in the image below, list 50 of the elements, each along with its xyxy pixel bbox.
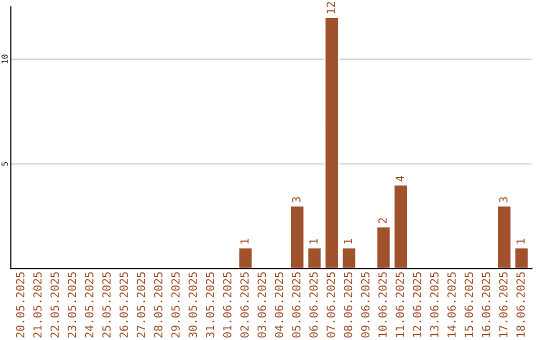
x-tick-label: 17.06.2025 [499,272,508,337]
x-tick-label: 03.06.2025 [258,272,266,338]
x-tick-label: 31.05.2025 [206,272,214,338]
bar [514,246,530,269]
x-tick-label: 28.05.2025 [154,272,162,338]
data-label: 1 [309,238,318,244]
bar [496,205,512,269]
x-tick-label: 30.05.2025 [188,272,197,338]
x-tick-label: 02.06.2025 [240,272,249,338]
data-label: 2 [378,218,387,224]
x-tick-label: 16.06.2025 [482,272,490,337]
x-tick-label: 07.06.2025 [326,272,335,338]
bar [341,246,357,269]
y-tick-label: 10 [1,54,8,64]
x-tick-label: 25.05.2025 [102,272,111,338]
x-tick-label: 13.06.2025 [430,272,439,337]
x-tick-label: 11.06.2025 [396,272,404,337]
x-tick-label: 01.06.2025 [223,272,232,338]
x-tick-label: 06.06.2025 [309,272,318,338]
data-label: 4 [396,176,404,182]
bar [376,226,392,269]
x-tick-label: 29.05.2025 [171,272,180,338]
x-tick-label: 27.05.2025 [136,272,146,338]
x-tick-label: 24.05.2025 [85,272,94,338]
bar [306,246,322,269]
x-tick-label: 18.06.2025 [516,272,525,337]
x-tick-label: 09.06.2025 [361,272,370,338]
x-tick-label: 12.06.2025 [412,272,422,337]
x-tick-label: 08.06.2025 [344,272,352,338]
x-tick-label: 23.05.2025 [68,272,76,338]
bar [238,246,254,269]
x-tick-label: 21.05.2025 [33,272,42,338]
data-label: 3 [292,197,300,202]
x-tick-label: 22.05.2025 [50,272,59,338]
data-label: 1 [240,238,249,244]
bar [393,184,408,269]
x-tick-label: 05.06.2025 [292,272,300,338]
data-label: 3 [499,197,508,202]
x-tick-label: 15.06.2025 [464,272,474,337]
x-tick-label: 04.06.2025 [274,272,284,338]
y-tick-label: 5 [2,162,8,166]
x-tick-label: 26.05.2025 [120,272,128,338]
bar [290,205,305,269]
bar [324,16,340,269]
data-label: 12 [326,2,335,14]
data-label: 1 [344,238,352,244]
x-tick-label: 20.05.2025 [16,272,24,338]
x-tick-label: 14.06.2025 [447,272,456,337]
x-tick-label: 10.06.2025 [378,272,387,337]
data-label: 1 [516,238,525,244]
